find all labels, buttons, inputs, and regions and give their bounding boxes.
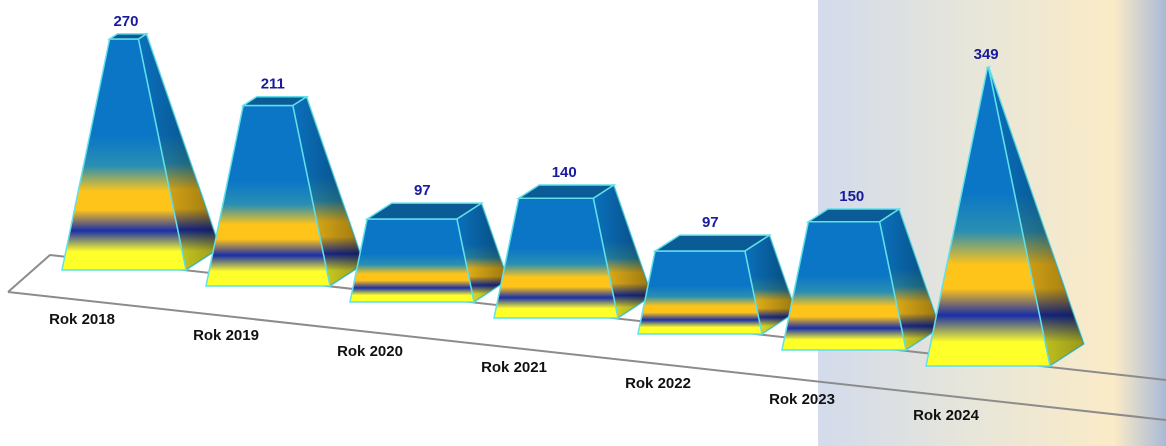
bar-side-shade (988, 67, 1084, 366)
bar-side-shade (744, 235, 796, 334)
bar-side-shade (138, 33, 220, 271)
bar-rok-2018 (61, 32, 221, 272)
bar-rok-2021 (493, 183, 653, 320)
bar-rok-2020 (349, 201, 509, 304)
bar-top-face (364, 202, 485, 220)
value-label: 140 (552, 164, 577, 181)
labels-layer: 270 Rok 2018 211 Rok 2019 97 Rok 2020 140 Rok 2… (49, 13, 999, 424)
bar-side-shade (879, 209, 940, 350)
category-label: Rok 2020 (337, 343, 403, 360)
category-label: Rok 2021 (481, 359, 547, 376)
category-label: Rok 2022 (625, 375, 691, 392)
bar-rok-2024 (925, 66, 1085, 368)
value-label: 97 (702, 214, 719, 231)
value-label: 349 (974, 46, 999, 63)
floor-front-line (7, 291, 1166, 421)
value-label: 97 (414, 182, 431, 199)
bars-layer (61, 32, 1085, 368)
value-label: 211 (261, 76, 285, 93)
value-label: 150 (839, 188, 864, 205)
bar-front-face (349, 218, 475, 303)
bar-top-face (516, 184, 617, 199)
bar-top-face (240, 95, 310, 107)
bar-top-face (107, 33, 149, 40)
bar-top-face (652, 234, 773, 252)
category-label: Rok 2024 (913, 407, 980, 424)
bar-front-face (637, 250, 763, 335)
category-label: Rok 2018 (49, 311, 115, 328)
bar-rok-2019 (205, 95, 365, 288)
bar-side-shade (593, 185, 652, 318)
value-label: 270 (113, 13, 138, 30)
bar-top-face (805, 208, 902, 223)
bar-side-shade (456, 203, 508, 302)
category-label: Rok 2019 (193, 327, 259, 344)
bar-rok-2022 (637, 233, 797, 336)
category-label: Rok 2023 (769, 391, 835, 408)
bar-rok-2023 (781, 207, 941, 352)
bar-side-shade (292, 96, 364, 286)
